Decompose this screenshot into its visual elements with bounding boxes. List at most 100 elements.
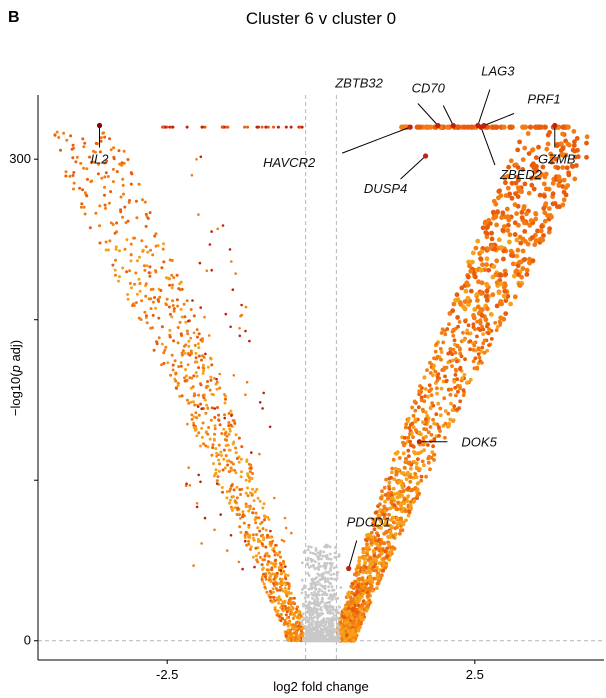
axes — [37, 95, 604, 661]
data-point — [400, 483, 404, 487]
data-point — [161, 125, 165, 129]
data-point — [292, 596, 296, 600]
data-point — [432, 437, 437, 441]
data-point — [387, 542, 391, 547]
data-point — [197, 213, 200, 216]
data-point — [263, 585, 267, 589]
data-point — [434, 342, 439, 346]
data-point — [485, 306, 490, 312]
data-point — [555, 165, 561, 171]
data-point — [334, 546, 338, 550]
data-point — [494, 258, 500, 264]
data-point — [249, 491, 253, 495]
data-point — [182, 344, 186, 348]
data-point — [323, 576, 327, 580]
data-point — [412, 399, 417, 404]
data-point — [153, 234, 157, 238]
data-point — [238, 488, 242, 492]
data-point — [533, 211, 539, 217]
gene-point — [416, 439, 423, 445]
data-point — [487, 343, 491, 347]
data-point — [138, 289, 142, 293]
data-point — [369, 584, 374, 589]
data-point — [283, 604, 287, 608]
data-point — [283, 581, 287, 585]
data-point — [533, 216, 539, 222]
data-point — [215, 380, 219, 384]
data-point — [395, 495, 400, 500]
data-point — [450, 308, 456, 314]
data-point — [264, 545, 268, 549]
data-point — [72, 187, 75, 191]
data-point — [295, 616, 299, 620]
data-point — [299, 632, 303, 636]
data-point — [209, 418, 213, 422]
data-point — [366, 593, 371, 597]
data-point — [202, 442, 205, 446]
data-point — [144, 314, 148, 318]
data-point — [441, 340, 446, 345]
data-point — [75, 155, 79, 159]
data-point — [102, 131, 106, 135]
data-point — [533, 175, 539, 181]
data-point — [238, 334, 242, 338]
data-point — [192, 415, 196, 419]
data-point — [208, 437, 212, 441]
x-axis-title: log2 fold change — [273, 679, 368, 694]
data-point — [426, 430, 431, 435]
data-point — [453, 297, 458, 303]
data-point — [522, 124, 529, 130]
data-point — [356, 565, 361, 570]
data-point — [365, 542, 369, 546]
data-point — [418, 384, 422, 388]
data-point — [408, 500, 413, 504]
data-point — [355, 614, 360, 618]
data-point — [148, 274, 152, 278]
data-point — [224, 312, 228, 316]
data-point — [222, 448, 226, 452]
data-point — [90, 179, 94, 183]
data-point — [318, 582, 321, 586]
data-point — [491, 264, 497, 269]
data-point — [254, 546, 258, 550]
data-point — [428, 388, 432, 393]
data-point — [143, 310, 147, 314]
data-point — [124, 221, 128, 225]
data-point — [473, 327, 477, 332]
data-point — [192, 394, 196, 398]
data-point — [129, 253, 133, 257]
data-point — [174, 379, 178, 383]
data-point — [565, 183, 571, 188]
data-point — [428, 406, 433, 411]
data-point — [387, 550, 392, 555]
data-point — [189, 308, 193, 311]
gene-point — [435, 122, 441, 129]
data-point — [490, 209, 496, 215]
data-point — [186, 363, 190, 367]
data-point — [195, 434, 199, 438]
data-point — [258, 499, 262, 503]
data-point — [196, 342, 200, 346]
data-point — [219, 450, 223, 454]
data-point — [536, 144, 541, 150]
data-point — [210, 453, 214, 457]
data-point — [122, 161, 126, 165]
data-point — [479, 249, 485, 255]
data-point — [357, 594, 361, 599]
data-point — [357, 562, 361, 567]
data-point — [72, 171, 76, 174]
data-point — [241, 567, 244, 571]
gene-label-leader — [348, 540, 358, 569]
data-point — [485, 324, 489, 329]
data-point — [310, 587, 314, 590]
data-point — [264, 125, 268, 129]
data-point — [524, 211, 529, 217]
data-point — [494, 222, 499, 228]
data-point — [189, 349, 193, 353]
data-point — [325, 556, 328, 559]
data-point — [448, 347, 453, 351]
data-point — [220, 432, 224, 435]
data-point — [336, 631, 340, 634]
data-point — [333, 556, 337, 559]
